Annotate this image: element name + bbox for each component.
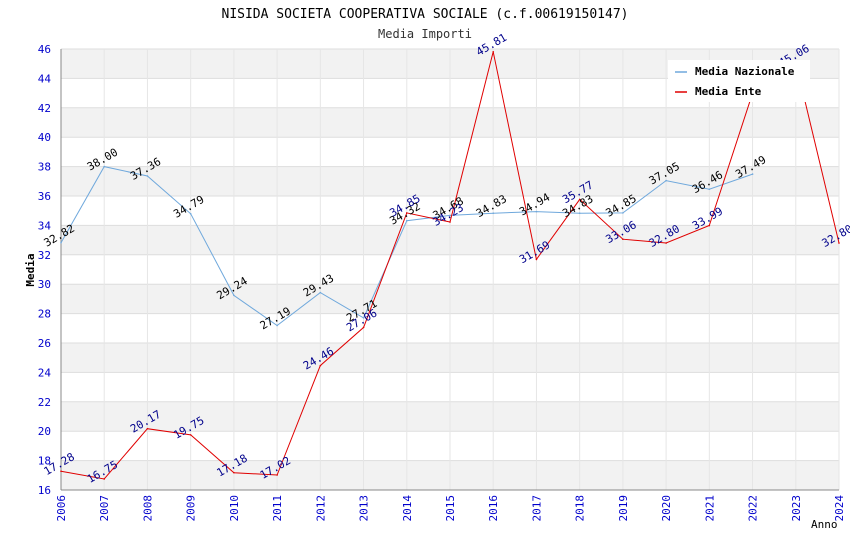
x-tick-label: 2022	[747, 495, 760, 522]
y-tick-label: 32	[38, 249, 51, 262]
y-tick-label: 30	[38, 278, 51, 291]
data-point	[233, 294, 235, 297]
data-point	[146, 427, 149, 430]
y-tick-label: 46	[38, 43, 51, 56]
data-point	[578, 212, 581, 214]
x-tick-label: 2017	[530, 495, 543, 522]
x-tick-label: 2007	[98, 495, 111, 522]
legend-box	[668, 60, 810, 102]
data-point	[405, 212, 408, 214]
x-tick-label: 2009	[185, 495, 198, 522]
x-tick-label: 2006	[55, 495, 68, 522]
x-tick-label: 2008	[141, 495, 154, 522]
data-point	[103, 478, 106, 480]
data-point	[449, 221, 451, 223]
data-point	[146, 175, 149, 177]
data-point	[189, 434, 192, 436]
data-point	[60, 470, 62, 472]
y-tick-label: 16	[38, 484, 51, 497]
data-point	[362, 326, 365, 329]
y-axis-label: Media	[24, 253, 37, 286]
x-tick-label: 2020	[660, 495, 673, 522]
y-tick-labels: 16 18 20 22 24 26 28 30 32 34 36 38 40 42 44 46	[38, 43, 52, 497]
data-point	[535, 258, 538, 261]
legend: Media Nazionale Media Ente	[668, 60, 810, 102]
data-point	[449, 214, 451, 217]
data-point	[665, 242, 667, 244]
data-point	[233, 471, 235, 474]
y-tick-label: 38	[38, 161, 51, 174]
data-point	[405, 219, 408, 222]
x-tick-labels: 2006 2007 2008 2009 2010 2011 2012 2013 2014 2015…	[55, 495, 846, 522]
y-tick-label: 22	[38, 396, 51, 409]
data-point	[578, 198, 581, 201]
x-tick-label: 2015	[444, 495, 457, 522]
y-tick-label: 40	[38, 131, 51, 144]
x-tick-label: 2023	[790, 495, 803, 522]
y-tick-label: 26	[38, 337, 51, 350]
data-point	[276, 474, 278, 476]
data-point	[708, 188, 711, 191]
x-tick-label: 2010	[228, 495, 241, 522]
data-label: 34.79	[171, 193, 206, 221]
y-tick-label: 20	[38, 425, 51, 438]
y-tick-label: 24	[38, 366, 52, 379]
x-tick-label: 2013	[358, 495, 371, 522]
data-point	[276, 324, 278, 327]
chart-title: NISIDA SOCIETA COOPERATIVA SOCIALE (c.f.…	[222, 7, 629, 22]
legend-label-media-nazionale: Media Nazionale	[695, 65, 795, 78]
data-point	[319, 364, 322, 367]
data-point	[838, 242, 840, 244]
data-point	[103, 165, 106, 168]
x-tick-label: 2011	[271, 495, 284, 522]
x-tick-label: 2014	[401, 495, 414, 522]
data-point	[492, 50, 495, 53]
data-point	[319, 291, 322, 294]
chart-subtitle: Media Importi	[378, 27, 472, 41]
x-tick-label: 2018	[574, 495, 587, 522]
data-point	[535, 210, 538, 213]
x-tick-label: 2012	[314, 495, 327, 522]
x-tick-label: 2016	[487, 495, 500, 522]
y-tick-label: 18	[38, 455, 51, 468]
data-point	[751, 173, 754, 175]
data-point	[189, 212, 192, 215]
x-tick-label: 2019	[617, 495, 630, 522]
data-point	[492, 212, 495, 214]
data-point	[60, 241, 62, 244]
legend-label-media-ente: Media Ente	[695, 85, 762, 98]
data-point	[362, 317, 365, 319]
y-tick-label: 36	[38, 190, 51, 203]
data-point	[622, 238, 624, 241]
data-point	[708, 224, 711, 227]
x-tick-label: 2024	[833, 495, 846, 522]
data-point	[665, 179, 667, 182]
x-axis-label: Anno	[811, 518, 838, 531]
y-tick-label: 28	[38, 308, 51, 321]
y-tick-label: 44	[38, 72, 52, 85]
x-tick-label: 2021	[703, 495, 716, 522]
data-point	[622, 212, 624, 214]
y-tick-label: 42	[38, 102, 51, 115]
y-tick-label: 34	[38, 219, 52, 232]
